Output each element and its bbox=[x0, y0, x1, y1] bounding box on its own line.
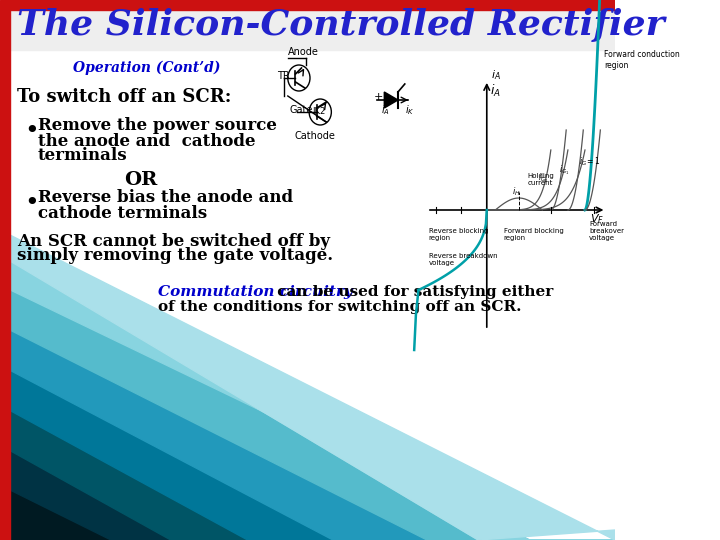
Bar bbox=[0, 10, 10, 540]
Text: •: • bbox=[24, 120, 39, 144]
Text: Cathode: Cathode bbox=[294, 131, 336, 141]
Polygon shape bbox=[0, 255, 615, 540]
Text: can be used for satisfying either: can be used for satisfying either bbox=[271, 285, 553, 299]
Bar bbox=[0, 0, 615, 10]
Text: Holding
current: Holding current bbox=[528, 173, 554, 186]
Text: Operation (Cont’d): Operation (Cont’d) bbox=[73, 61, 220, 75]
Text: +: + bbox=[374, 92, 384, 102]
Polygon shape bbox=[0, 445, 171, 540]
Text: Anode: Anode bbox=[288, 47, 319, 57]
Text: cathode terminals: cathode terminals bbox=[37, 205, 207, 221]
Text: Forward conduction
region: Forward conduction region bbox=[604, 50, 680, 70]
Text: $V_F$: $V_F$ bbox=[590, 212, 605, 226]
Text: of the conditions for switching off an SCR.: of the conditions for switching off an S… bbox=[158, 300, 521, 314]
Text: An SCR cannot be switched off by: An SCR cannot be switched off by bbox=[17, 233, 330, 249]
Polygon shape bbox=[0, 325, 427, 540]
Text: TR: TR bbox=[276, 71, 289, 81]
Text: The Silicon-Controlled Rectifier: The Silicon-Controlled Rectifier bbox=[17, 8, 665, 42]
Polygon shape bbox=[0, 285, 529, 540]
Text: $i_{G}=1$: $i_{G}=1$ bbox=[579, 155, 601, 167]
Text: $i_A$: $i_A$ bbox=[491, 68, 501, 82]
Text: Remove the power source: Remove the power source bbox=[37, 118, 276, 134]
Text: $i_{G_1}$: $i_{G_1}$ bbox=[559, 163, 569, 177]
Text: Reverse bias the anode and: Reverse bias the anode and bbox=[37, 190, 293, 206]
Text: Commutation circuitry: Commutation circuitry bbox=[158, 285, 353, 299]
Polygon shape bbox=[384, 92, 398, 108]
Text: the anode and  cathode: the anode and cathode bbox=[37, 132, 255, 150]
Text: $i_{G_2}$: $i_{G_2}$ bbox=[538, 171, 549, 185]
Text: Reverse blocking
region: Reverse blocking region bbox=[428, 228, 488, 241]
Text: $i_H$: $i_H$ bbox=[513, 186, 521, 199]
Text: $i_A$: $i_A$ bbox=[381, 103, 390, 117]
Text: Reverse breakdown
voltage: Reverse breakdown voltage bbox=[428, 253, 498, 266]
Polygon shape bbox=[0, 405, 248, 540]
Bar bbox=[0, 0, 615, 50]
Text: $i_K$: $i_K$ bbox=[405, 103, 415, 117]
Text: OR: OR bbox=[124, 171, 157, 189]
Text: simply removing the gate voltage.: simply removing the gate voltage. bbox=[17, 247, 333, 265]
Text: $i_A$: $i_A$ bbox=[490, 83, 501, 99]
Text: IK2: IK2 bbox=[312, 106, 325, 116]
Polygon shape bbox=[0, 485, 111, 540]
Polygon shape bbox=[0, 230, 615, 540]
Text: To switch off an SCR:: To switch off an SCR: bbox=[17, 88, 231, 106]
Polygon shape bbox=[0, 365, 333, 540]
Text: Gate: Gate bbox=[289, 105, 313, 115]
Text: terminals: terminals bbox=[37, 147, 127, 165]
Text: Forward blocking
region: Forward blocking region bbox=[504, 228, 564, 241]
Text: •: • bbox=[24, 192, 39, 215]
Text: Forward
breakover
voltage: Forward breakover voltage bbox=[589, 221, 624, 241]
